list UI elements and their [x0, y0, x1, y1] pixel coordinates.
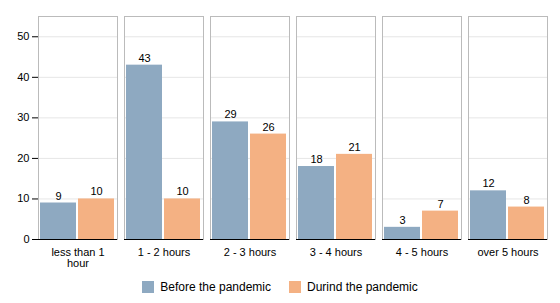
- svg-text:1 - 2 hours: 1 - 2 hours: [138, 246, 191, 258]
- html-text:Durind the pandemic: Durind the pandemic: [307, 280, 418, 294]
- html-text:Before the pandemic: Before the pandemic: [160, 280, 271, 294]
- svg-text:20: 20: [17, 152, 29, 164]
- svg-text:30: 30: [17, 111, 29, 123]
- svg-text:12: 12: [482, 177, 494, 189]
- svg-text:50: 50: [17, 30, 29, 42]
- svg-text:3 - 4 hours: 3 - 4 hours: [310, 246, 363, 258]
- svg-text:over 5 hours: over 5 hours: [477, 246, 539, 258]
- svg-text:10: 10: [176, 185, 188, 197]
- svg-text:7: 7: [437, 198, 443, 210]
- svg-text:less than 1hour: less than 1hour: [51, 246, 104, 269]
- svg-text:9: 9: [55, 190, 61, 202]
- svg-text:8: 8: [523, 194, 529, 206]
- svg-text:18: 18: [310, 153, 322, 165]
- svg-text:4 - 5 hours: 4 - 5 hours: [396, 246, 449, 258]
- svg-text:2 - 3 hours: 2 - 3 hours: [224, 246, 277, 258]
- svg-text:10: 10: [17, 192, 29, 204]
- svg-text:29: 29: [224, 108, 236, 120]
- svg-text:21: 21: [348, 141, 360, 153]
- svg-text:0: 0: [23, 233, 29, 245]
- svg-text:10: 10: [90, 185, 102, 197]
- svg-text:40: 40: [17, 71, 29, 83]
- svg-text:26: 26: [262, 121, 274, 133]
- svg-text:43: 43: [138, 52, 150, 64]
- svg-text:3: 3: [399, 214, 405, 226]
